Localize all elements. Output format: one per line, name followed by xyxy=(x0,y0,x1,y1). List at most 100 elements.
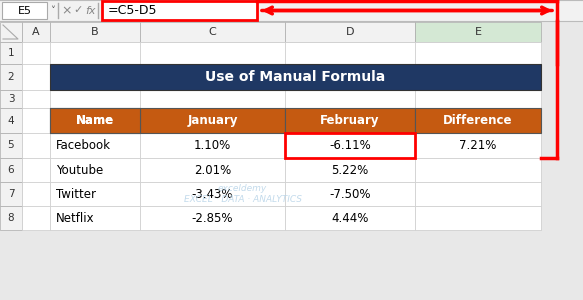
Text: -6.11%: -6.11% xyxy=(329,139,371,152)
Bar xyxy=(140,108,285,133)
Bar xyxy=(0,133,22,158)
Bar xyxy=(415,90,541,108)
Bar xyxy=(50,158,140,182)
Bar xyxy=(285,133,415,158)
Bar xyxy=(140,182,285,206)
Bar xyxy=(285,158,415,182)
Text: 2.01%: 2.01% xyxy=(194,164,231,176)
Bar xyxy=(22,108,50,133)
Text: 7: 7 xyxy=(8,189,15,199)
Bar xyxy=(0,90,22,108)
Text: A: A xyxy=(32,27,40,37)
Text: Name: Name xyxy=(76,114,114,127)
Bar xyxy=(140,182,285,206)
Bar xyxy=(285,108,415,133)
Bar xyxy=(285,206,415,230)
Bar xyxy=(415,133,541,158)
Bar xyxy=(140,133,285,158)
Text: 1: 1 xyxy=(8,48,15,58)
Text: 7.21%: 7.21% xyxy=(459,139,497,152)
Bar xyxy=(22,133,50,158)
Text: fx: fx xyxy=(85,5,96,16)
Bar xyxy=(50,108,140,133)
Bar xyxy=(415,133,541,158)
Bar xyxy=(415,182,541,206)
Text: 2: 2 xyxy=(8,72,15,82)
Text: -7.50%: -7.50% xyxy=(329,188,371,200)
Bar xyxy=(22,22,50,42)
Bar xyxy=(50,64,140,90)
Bar xyxy=(415,42,541,64)
Bar xyxy=(415,158,541,182)
Text: -3.43%: -3.43% xyxy=(192,188,233,200)
Bar xyxy=(285,182,415,206)
Bar xyxy=(50,206,140,230)
Bar xyxy=(415,64,541,90)
Bar xyxy=(22,158,50,182)
Bar xyxy=(0,42,22,64)
Bar xyxy=(50,90,140,108)
Bar xyxy=(0,22,22,42)
Bar xyxy=(22,182,50,206)
Text: Netflix: Netflix xyxy=(56,212,94,224)
Bar xyxy=(140,108,285,133)
Bar xyxy=(415,206,541,230)
Bar xyxy=(50,182,140,206)
Bar xyxy=(415,158,541,182)
Text: 1.10%: 1.10% xyxy=(194,139,231,152)
Text: -2.85%: -2.85% xyxy=(192,212,233,224)
Text: E: E xyxy=(475,27,482,37)
Bar xyxy=(0,0,583,21)
Bar xyxy=(50,108,140,133)
Bar xyxy=(22,64,50,90)
Bar xyxy=(140,133,285,158)
Text: D: D xyxy=(346,27,354,37)
Text: ×: × xyxy=(61,4,72,17)
Bar xyxy=(285,42,415,64)
Bar xyxy=(415,108,541,133)
Bar xyxy=(285,64,415,90)
Bar xyxy=(415,22,541,42)
Text: 5: 5 xyxy=(8,140,15,151)
Text: Use of Manual Formula: Use of Manual Formula xyxy=(205,70,385,84)
Bar xyxy=(140,90,285,108)
Bar xyxy=(285,158,415,182)
Bar xyxy=(285,90,415,108)
Bar xyxy=(140,22,285,42)
Text: Twitter: Twitter xyxy=(56,188,96,200)
Bar xyxy=(285,22,415,42)
Bar xyxy=(415,108,541,133)
Bar xyxy=(285,133,415,158)
Bar xyxy=(140,158,285,182)
Text: B: B xyxy=(91,27,99,37)
Bar xyxy=(22,90,50,108)
Text: 4: 4 xyxy=(8,116,15,125)
Bar xyxy=(50,206,140,230)
Bar xyxy=(22,42,50,64)
Bar xyxy=(140,206,285,230)
Bar xyxy=(50,158,140,182)
Text: 3: 3 xyxy=(8,94,15,104)
Bar xyxy=(285,108,415,133)
Bar xyxy=(22,206,50,230)
Text: 5.22%: 5.22% xyxy=(331,164,368,176)
Text: =C5-D5: =C5-D5 xyxy=(108,4,157,17)
Text: E5: E5 xyxy=(17,5,31,16)
Bar xyxy=(0,64,22,90)
Text: February: February xyxy=(320,114,380,127)
Text: Facebook: Facebook xyxy=(56,139,111,152)
Bar xyxy=(285,206,415,230)
Bar xyxy=(50,64,541,90)
Bar xyxy=(0,22,541,230)
Bar xyxy=(140,158,285,182)
Text: exceldemy
EXCEL · DATA · ANALYTICS: exceldemy EXCEL · DATA · ANALYTICS xyxy=(184,184,301,204)
Bar xyxy=(140,42,285,64)
Bar xyxy=(50,42,140,64)
Bar xyxy=(0,108,22,133)
Bar xyxy=(415,182,541,206)
Text: Difference: Difference xyxy=(443,114,513,127)
Text: ˅: ˅ xyxy=(50,5,55,16)
Text: ✓: ✓ xyxy=(73,5,82,16)
Text: C: C xyxy=(209,27,216,37)
Bar xyxy=(50,133,140,158)
